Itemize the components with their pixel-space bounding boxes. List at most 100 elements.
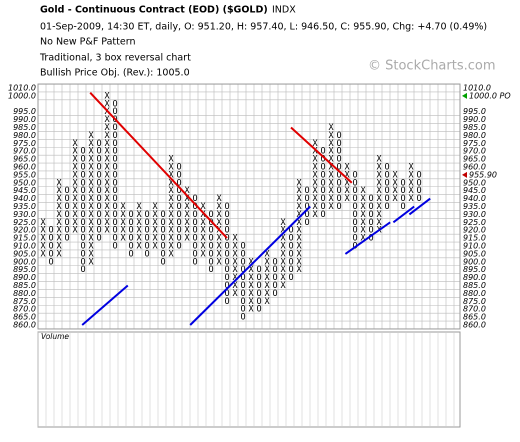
x-box: X xyxy=(312,163,318,173)
x-box: X xyxy=(376,178,382,188)
x-box: X xyxy=(104,99,110,109)
o-box: O xyxy=(320,147,325,157)
o-box: O xyxy=(208,265,213,275)
x-box: X xyxy=(216,257,222,267)
x-box: X xyxy=(232,273,238,283)
o-box: O xyxy=(256,281,261,291)
o-box: O xyxy=(240,257,245,267)
x-box: X xyxy=(40,242,46,252)
y-tick-label: 995.0 xyxy=(13,107,36,116)
x-box: X xyxy=(328,163,334,173)
o-box: O xyxy=(64,194,69,204)
trend-line xyxy=(408,197,431,216)
o-box: O xyxy=(336,155,341,165)
pattern: No New P&F Pattern xyxy=(40,37,135,48)
o-box: O xyxy=(352,234,357,244)
y-tick-label: 910.0 xyxy=(13,242,36,251)
o-box: O xyxy=(224,218,229,228)
marker-label: 955.0 xyxy=(13,170,36,179)
o-box: O xyxy=(112,99,117,109)
x-box: X xyxy=(152,218,158,228)
y-tick-label-right: 975.0 xyxy=(463,139,486,148)
x-box: X xyxy=(104,91,110,101)
y-tick-label-right: 1010.0 xyxy=(463,84,491,93)
x-box: X xyxy=(408,170,414,180)
x-box: X xyxy=(360,186,366,196)
o-box: O xyxy=(160,249,165,259)
x-box: X xyxy=(168,163,174,173)
x-box: X xyxy=(376,163,382,173)
o-box: O xyxy=(112,139,117,149)
x-box: X xyxy=(296,226,302,236)
x-box: X xyxy=(168,194,174,204)
o-box: O xyxy=(336,178,341,188)
o-box: O xyxy=(352,194,357,204)
x-box: X xyxy=(328,170,334,180)
o-box: O xyxy=(288,257,293,267)
x-box: X xyxy=(312,186,318,196)
o-box: O xyxy=(224,210,229,220)
o-box: O xyxy=(64,186,69,196)
trend-line xyxy=(392,205,415,224)
x-box: X xyxy=(376,202,382,212)
o-box: O xyxy=(48,249,53,259)
o-box: O xyxy=(192,218,197,228)
x-box: X xyxy=(56,194,62,204)
y-tick-label: 935.0 xyxy=(13,202,36,211)
x-box: X xyxy=(168,155,174,165)
trend-line xyxy=(89,92,228,239)
x-box: X xyxy=(328,123,334,133)
y-tick-label: 945.0 xyxy=(13,186,36,195)
x-box: X xyxy=(104,194,110,204)
o-box: O xyxy=(320,194,325,204)
o-box: O xyxy=(240,273,245,283)
o-box: O xyxy=(256,273,261,283)
marker-arrow xyxy=(462,92,467,99)
x-box: X xyxy=(296,249,302,259)
x-box: X xyxy=(104,178,110,188)
x-box: X xyxy=(184,218,190,228)
o-box: O xyxy=(80,265,85,275)
x-box: X xyxy=(312,194,318,204)
x-box: X xyxy=(328,202,334,212)
y-tick-label: 965.0 xyxy=(13,155,36,164)
x-box: X xyxy=(72,163,78,173)
x-box: X xyxy=(104,115,110,125)
x-box: X xyxy=(360,194,366,204)
x-box: X xyxy=(280,234,286,244)
x-box: X xyxy=(328,155,334,165)
o-box: O xyxy=(336,131,341,141)
o-box: O xyxy=(256,289,261,299)
x-box: X xyxy=(248,305,254,315)
y-tick-label-right: 865.0 xyxy=(463,313,486,322)
x-box: X xyxy=(40,234,46,244)
o-box: O xyxy=(368,202,373,212)
o-box: O xyxy=(80,163,85,173)
o-box: O xyxy=(224,265,229,275)
o-box: O xyxy=(192,257,197,267)
x-box: X xyxy=(328,139,334,149)
o-box: O xyxy=(400,186,405,196)
o-box: O xyxy=(112,107,117,117)
x-box: X xyxy=(360,210,366,220)
o-box: O xyxy=(224,249,229,259)
o-box: O xyxy=(224,202,229,212)
o-box: O xyxy=(64,234,69,244)
x-box: X xyxy=(344,178,350,188)
o-box: O xyxy=(176,163,181,173)
o-box: O xyxy=(224,273,229,283)
o-box: O xyxy=(128,210,133,220)
o-box: O xyxy=(192,242,197,252)
y-tick-label: 960.0 xyxy=(13,163,36,172)
x-box: X xyxy=(136,210,142,220)
o-box: O xyxy=(128,249,133,259)
o-box: O xyxy=(112,170,117,180)
o-box: O xyxy=(336,170,341,180)
o-box: O xyxy=(144,249,149,259)
o-box: O xyxy=(176,234,181,244)
o-box: O xyxy=(288,265,293,275)
marker-right-label: 955.90 xyxy=(469,170,497,179)
x-box: X xyxy=(120,210,126,220)
o-box: O xyxy=(240,281,245,291)
o-box: O xyxy=(176,242,181,252)
